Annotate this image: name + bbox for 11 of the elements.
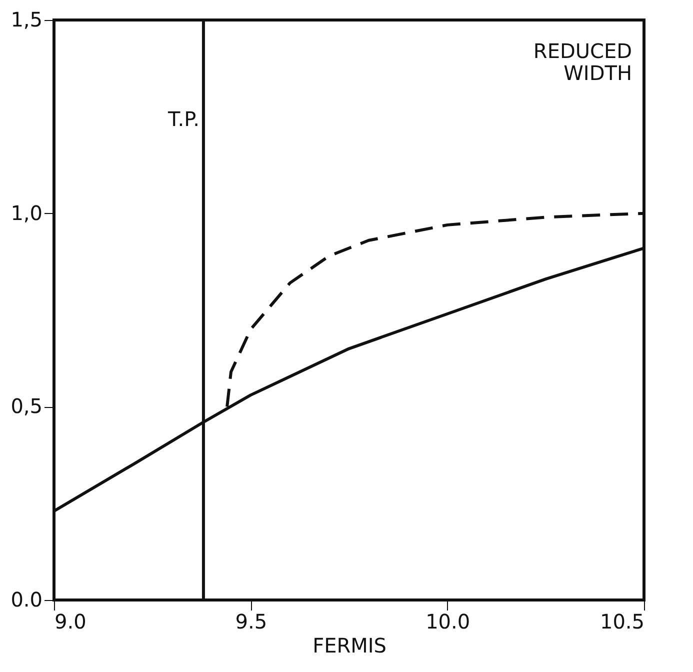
x-tick-label: 9.0: [54, 610, 86, 634]
x-axis-title: FERMIS: [312, 634, 386, 658]
y-tick-label: 1,0: [10, 200, 42, 225]
x-tick-label: 9.5: [235, 610, 268, 634]
y-tick-label: 1,5: [10, 8, 42, 32]
ref-line-label: T.P.: [166, 107, 200, 131]
y-tick-label: 0,5: [10, 394, 42, 418]
x-tick-label: 10.0: [426, 610, 470, 634]
y-tick-label: 0.0: [10, 588, 42, 612]
x-tick-label: 10.5: [600, 610, 644, 634]
annotation: REDUCED WIDTH: [533, 39, 632, 85]
